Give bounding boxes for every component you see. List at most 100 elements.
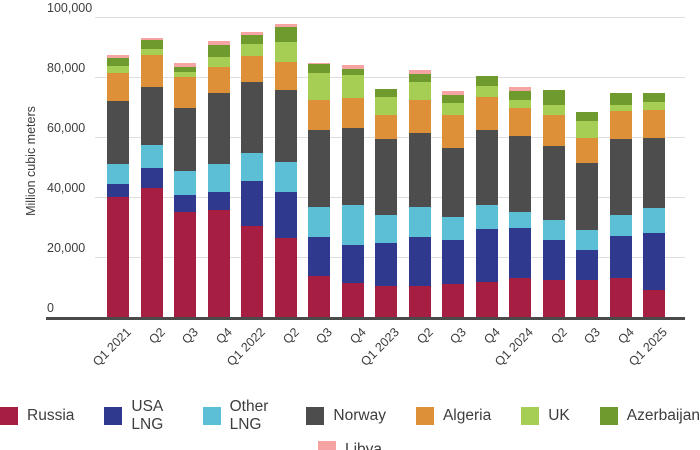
bar-q1-2021-1 — [107, 54, 129, 317]
segment-other-lng — [174, 170, 196, 196]
segment-algeria — [509, 107, 531, 136]
segment-norway — [174, 107, 196, 171]
y-axis-tick-labels: 0 20,000 40,000 60,000 80,000 100,000 — [0, 0, 95, 330]
segment-russia — [609, 278, 632, 317]
legend-item-norway: Norway — [306, 407, 386, 425]
segment-other-lng — [509, 211, 531, 229]
legend-swatch-libya — [317, 441, 336, 450]
bar-q2-6 — [274, 23, 297, 317]
legend-item-usa-lng: USA LNG — [104, 398, 172, 434]
segment-usa-lng — [609, 236, 632, 278]
segment-uk — [576, 121, 598, 138]
bar-q4-4 — [207, 41, 230, 317]
bar-q4-16 — [609, 92, 632, 317]
legend-label-algeria: Algeria — [442, 407, 492, 424]
segment-azerbaijan — [408, 73, 431, 82]
segment-uk — [542, 104, 565, 115]
y-tick-label-40-000: 40,000 — [47, 181, 86, 195]
bar-q1-2025-17 — [643, 92, 665, 317]
bar-q2-10 — [408, 70, 431, 317]
segment-usa-lng — [207, 192, 230, 211]
segment-russia — [509, 277, 531, 317]
segment-russia — [442, 284, 464, 317]
legend-item-libya: Libya — [317, 441, 383, 450]
segment-libya — [442, 91, 464, 95]
segment-algeria — [174, 76, 196, 108]
segment-usa-lng — [475, 229, 498, 282]
segment-norway — [643, 138, 665, 209]
segment-norway — [408, 132, 431, 207]
segment-uk — [174, 72, 196, 77]
segment-norway — [308, 129, 330, 207]
legend: Russia USA LNG Other LNG Norway Algeria UK Aze… — [0, 398, 700, 450]
legend-row-1: Russia USA LNG Other LNG Norway Algeria UK Aze… — [0, 398, 700, 434]
segment-libya — [174, 62, 196, 67]
bar-q1-2022-5 — [241, 31, 263, 317]
segment-russia — [174, 212, 196, 317]
bar-q4-12 — [475, 75, 498, 317]
segment-algeria — [107, 73, 129, 101]
x-axis-line — [46, 317, 685, 320]
segment-azerbaijan — [341, 68, 364, 76]
segment-russia — [274, 238, 297, 317]
legend-row-2: Libya — [317, 441, 383, 450]
legend-label-azerbaijan: Azerbaijan — [626, 407, 700, 424]
segment-algeria — [442, 114, 464, 148]
segment-uk — [375, 96, 397, 115]
segment-algeria — [241, 56, 263, 83]
legend-label-other-lng: Other LNG — [229, 398, 269, 433]
segment-usa-lng — [576, 249, 598, 280]
legend-label-norway: Norway — [333, 407, 386, 424]
legend-swatch-norway — [306, 407, 325, 425]
segment-libya — [107, 54, 129, 58]
legend-label-russia: Russia — [27, 407, 75, 424]
segment-norway — [442, 147, 464, 217]
segment-usa-lng — [375, 243, 397, 287]
bar-q3-3 — [174, 62, 196, 317]
segment-other-lng — [274, 162, 297, 192]
plot-area — [95, 17, 685, 317]
segment-algeria — [308, 99, 330, 130]
segment-libya — [207, 41, 230, 45]
segment-norway — [207, 93, 230, 165]
legend-label-usa-lng: USA LNG — [131, 398, 164, 433]
segment-azerbaijan — [274, 27, 297, 42]
segment-usa-lng — [442, 239, 464, 285]
gridline-100000 — [95, 17, 685, 18]
segment-other-lng — [442, 216, 464, 240]
segment-other-lng — [576, 230, 598, 250]
segment-uk — [341, 75, 364, 99]
y-tick-label-80-000: 80,000 — [47, 61, 86, 75]
segment-usa-lng — [308, 236, 330, 277]
legend-label-libya: Libya — [344, 441, 383, 450]
segment-norway — [542, 146, 565, 221]
segment-norway — [274, 89, 297, 163]
segment-usa-lng — [241, 181, 263, 226]
segment-other-lng — [241, 153, 263, 182]
segment-uk — [475, 85, 498, 98]
segment-uk — [140, 48, 163, 55]
y-tick-label-0: 0 — [47, 301, 54, 315]
segment-azerbaijan — [442, 94, 464, 104]
segment-russia — [241, 225, 263, 317]
segment-other-lng — [341, 205, 364, 246]
segment-other-lng — [542, 220, 565, 240]
segment-azerbaijan — [207, 44, 230, 57]
segment-libya — [341, 65, 364, 69]
legend-item-azerbaijan: Azerbaijan — [599, 407, 700, 425]
bar-q3-7 — [308, 62, 330, 317]
segment-usa-lng — [643, 233, 665, 290]
legend-swatch-usa-lng — [104, 407, 123, 425]
gridline-80000 — [95, 77, 685, 78]
segment-azerbaijan — [174, 66, 196, 73]
segment-uk — [643, 101, 665, 111]
segment-uk — [442, 103, 464, 115]
segment-russia — [341, 282, 364, 317]
segment-other-lng — [609, 215, 632, 236]
legend-swatch-other-lng — [202, 407, 221, 425]
segment-azerbaijan — [140, 40, 163, 49]
segment-algeria — [576, 137, 598, 163]
legend-swatch-azerbaijan — [599, 407, 618, 425]
segment-other-lng — [408, 206, 431, 237]
segment-azerbaijan — [107, 57, 129, 66]
